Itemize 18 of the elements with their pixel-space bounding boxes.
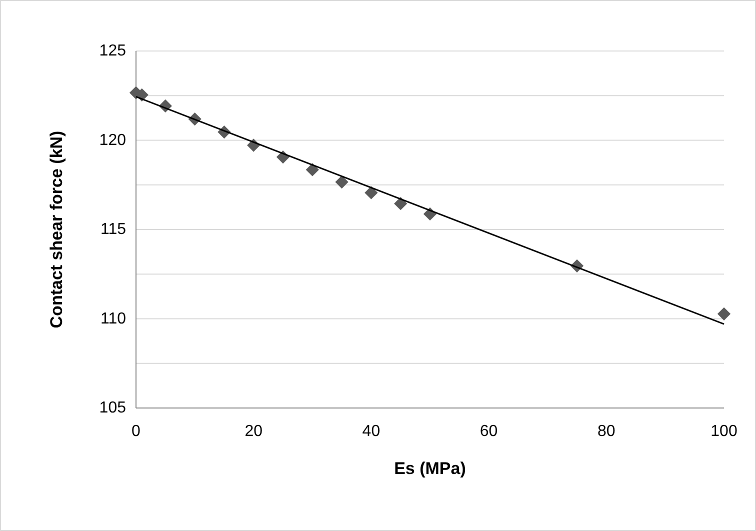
x-tick-label: 40	[362, 423, 380, 440]
x-tick-label: 80	[598, 423, 616, 440]
y-tick-label: 115	[100, 221, 126, 238]
x-tick-label: 100	[710, 423, 738, 440]
x-tick-label: 60	[480, 423, 498, 440]
x-tick-label: 20	[244, 423, 263, 440]
y-tick-label: 125	[99, 42, 126, 60]
point	[335, 175, 348, 189]
y-tick-label: 110	[100, 310, 126, 328]
y-axis-title: Contact shear force (kN)	[47, 130, 66, 328]
y-tick-label: 120	[99, 132, 126, 149]
point	[717, 307, 731, 320]
point	[394, 197, 408, 210]
point	[306, 163, 319, 176]
x-tick-label: 0	[132, 423, 141, 440]
x-axis-title: Es (MPa)	[394, 459, 466, 478]
point	[364, 186, 378, 200]
y-tick-label: 105	[99, 400, 126, 416]
